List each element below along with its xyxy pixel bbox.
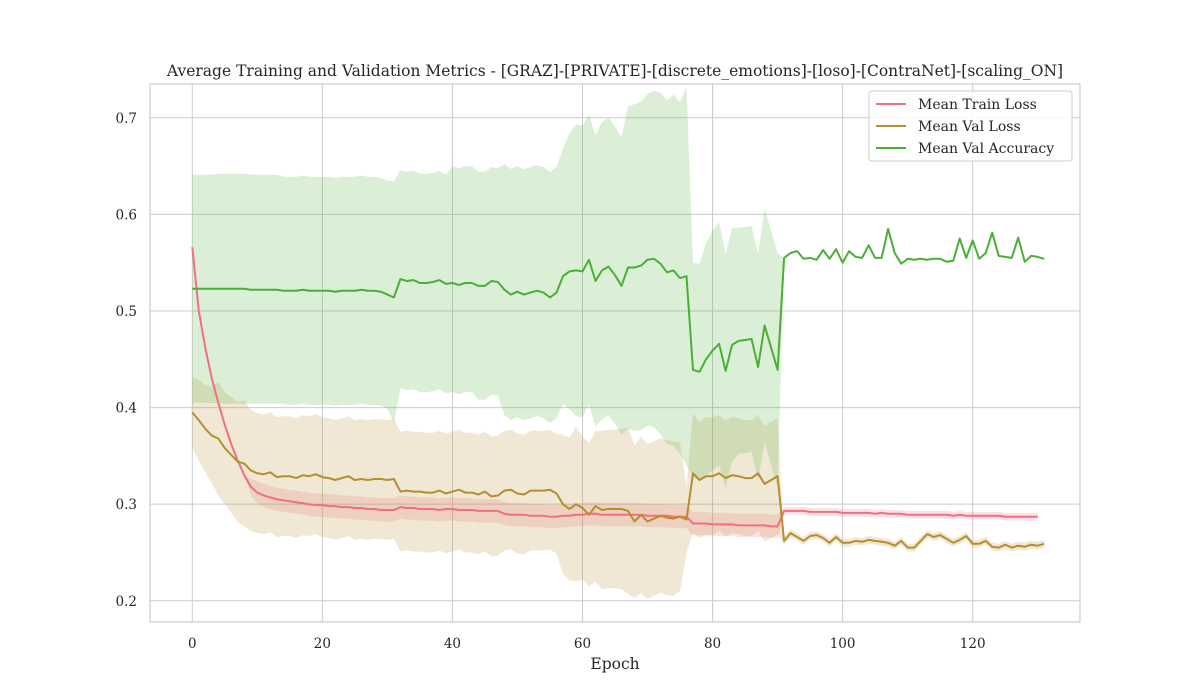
plot-frame <box>149 83 1081 623</box>
x-tick-label: 120 <box>960 636 986 652</box>
x-tick-labels: 0 20 40 60 80 100 120 <box>188 636 986 652</box>
x-tick-label: 20 <box>314 636 331 652</box>
x-tick-label: 100 <box>830 636 856 652</box>
y-tick-label: 0.5 <box>116 304 137 320</box>
legend-label-1: Mean Val Loss <box>918 119 1021 135</box>
legend-label-2: Mean Val Accuracy <box>918 141 1054 157</box>
series-lines <box>191 227 1045 549</box>
x-tick-label: 80 <box>704 636 721 652</box>
std-bands <box>192 86 1045 599</box>
x-axis-label: Epoch <box>590 655 639 673</box>
legend-label-0: Mean Train Loss <box>918 97 1037 113</box>
series-line-0 <box>191 247 1038 528</box>
y-tick-label: 0.2 <box>116 594 137 610</box>
y-tick-labels: 0.2 0.3 0.4 0.5 0.6 0.7 <box>116 111 137 610</box>
std-band-2 <box>192 86 1045 488</box>
std-band-0 <box>192 247 1038 538</box>
x-tick-label: 0 <box>188 636 197 652</box>
x-tick-label: 60 <box>574 636 591 652</box>
series-line-1 <box>191 411 1045 549</box>
legend-box <box>868 90 1073 162</box>
y-tick-label: 0.6 <box>116 207 137 223</box>
series-line-2 <box>192 227 1045 373</box>
chart-title: Average Training and Validation Metrics … <box>166 62 1063 80</box>
y-tick-label: 0.3 <box>116 497 137 513</box>
y-tick-label: 0.4 <box>116 401 137 417</box>
y-tick-label: 0.7 <box>116 111 137 127</box>
legend: Mean Train Loss Mean Val Loss Mean Val Acc… <box>868 90 1073 162</box>
x-tick-label: 40 <box>444 636 461 652</box>
std-band-1 <box>192 376 1045 599</box>
